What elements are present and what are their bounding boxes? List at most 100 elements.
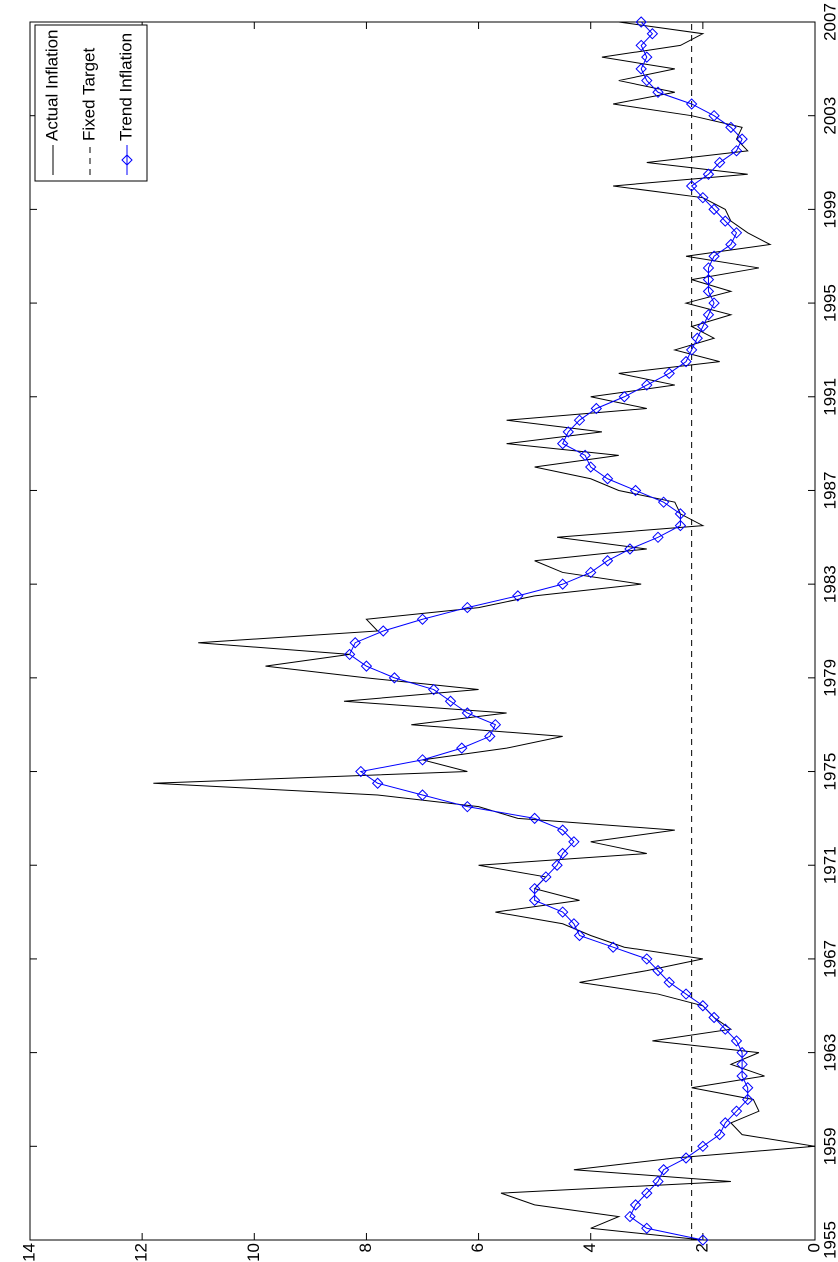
x-tick-label: 2003 <box>820 97 838 135</box>
data-point <box>719 1023 731 1035</box>
data-point <box>657 1164 670 1176</box>
data-point <box>685 180 698 192</box>
x-tick-label: 1999 <box>820 190 838 228</box>
data-point <box>556 437 569 450</box>
data-point <box>607 941 619 953</box>
data-point <box>652 1175 664 1188</box>
data-point <box>708 109 720 122</box>
data-point <box>685 344 698 356</box>
y-tick-label: 4 <box>580 1243 599 1252</box>
data-point <box>702 273 715 286</box>
data-point <box>697 1000 709 1012</box>
data-point <box>708 297 720 309</box>
data-point <box>388 672 401 684</box>
data-point <box>484 730 496 743</box>
data-point <box>742 1093 754 1106</box>
data-point <box>601 473 614 485</box>
data-point <box>730 227 743 239</box>
series-line <box>153 21 816 1241</box>
x-tick-label: 1979 <box>820 659 838 697</box>
data-point <box>652 531 664 544</box>
data-point <box>708 1011 720 1024</box>
data-point <box>719 215 731 227</box>
data-point <box>708 250 720 262</box>
data-point <box>674 519 687 532</box>
x-tick-label: 1967 <box>820 940 838 978</box>
data-point <box>635 16 647 28</box>
data-point <box>736 1058 748 1071</box>
data-point <box>697 320 709 333</box>
legend-box <box>34 24 148 182</box>
data-point <box>652 964 664 977</box>
data-point <box>556 824 569 836</box>
data-point <box>680 355 692 368</box>
data-point <box>618 391 631 403</box>
data-point <box>641 1187 653 1199</box>
x-tick-label: 1983 <box>820 565 838 603</box>
data-point <box>416 789 429 801</box>
y-tick-label: 8 <box>356 1243 375 1252</box>
data-point <box>355 765 367 778</box>
data-point <box>635 39 647 52</box>
data-point <box>579 449 591 462</box>
data-point <box>624 543 636 555</box>
data-point <box>719 1117 731 1129</box>
data-point <box>641 74 653 87</box>
data-point <box>725 238 737 251</box>
data-point <box>629 484 642 497</box>
data-point <box>573 929 586 942</box>
data-point <box>461 800 474 813</box>
data-point <box>730 1105 743 1117</box>
data-point <box>512 590 524 602</box>
data-point <box>540 871 552 883</box>
data-point <box>629 1199 642 1211</box>
data-point <box>680 1152 692 1164</box>
data-point <box>674 508 687 520</box>
data-point <box>652 86 664 98</box>
data-point <box>371 777 384 789</box>
data-point <box>556 578 569 590</box>
data-point <box>702 168 715 180</box>
legend-label: Trend Inflation <box>116 33 135 141</box>
data-point <box>528 812 541 825</box>
data-point <box>551 859 563 871</box>
data-point <box>377 625 389 637</box>
data-point <box>725 121 737 134</box>
data-point <box>641 953 653 965</box>
x-tick-label: 1995 <box>820 284 838 322</box>
data-point <box>685 98 698 110</box>
data-point <box>556 847 569 860</box>
data-point <box>416 754 429 766</box>
y-tick-label: 2 <box>692 1243 711 1252</box>
x-tick-label: 1955 <box>820 1221 838 1259</box>
data-point <box>562 426 574 438</box>
x-tick-label: 1987 <box>820 472 838 510</box>
x-tick-label: 1975 <box>820 753 838 791</box>
data-point <box>697 191 709 204</box>
data-point <box>568 836 580 848</box>
data-point <box>456 742 468 754</box>
data-point <box>461 707 474 719</box>
data-point <box>742 1082 754 1094</box>
data-point <box>713 1128 726 1141</box>
data-point <box>736 1070 748 1082</box>
data-point <box>349 637 361 649</box>
y-tick-label: 12 <box>132 1243 151 1262</box>
x-tick-label: 1959 <box>820 1127 838 1165</box>
data-point <box>461 601 474 614</box>
data-point <box>691 332 703 344</box>
data-point <box>343 648 356 661</box>
data-point <box>708 203 720 216</box>
data-point <box>573 414 586 426</box>
plot-frame <box>29 21 816 1241</box>
y-tick-label: 14 <box>19 1243 38 1262</box>
data-point <box>663 976 675 989</box>
legend: Actual Inflation Fixed Target Trend Inflat… <box>34 24 148 182</box>
data-point <box>702 285 715 298</box>
y-tick-label: 0 <box>804 1243 823 1252</box>
legend-marker <box>121 154 133 166</box>
data-point <box>697 1140 709 1153</box>
data-point <box>713 156 726 169</box>
